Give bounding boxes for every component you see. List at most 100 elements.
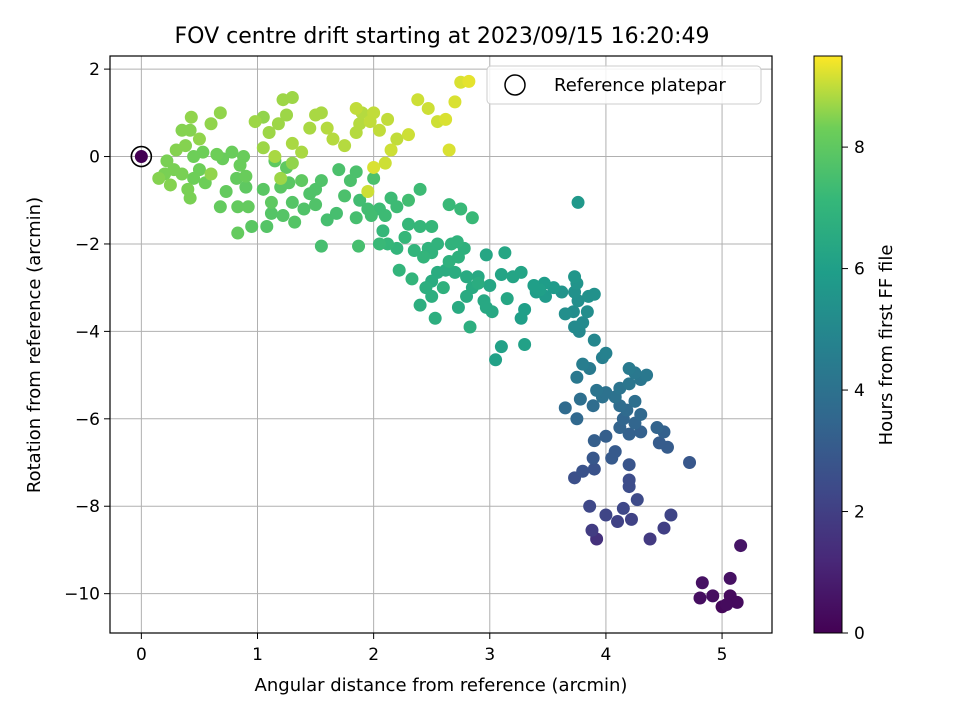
scatter-point bbox=[587, 333, 601, 347]
reference-point bbox=[134, 150, 148, 164]
scatter-point bbox=[405, 272, 419, 286]
scatter-point bbox=[390, 200, 404, 214]
scatter-point bbox=[622, 377, 636, 391]
scatter-point bbox=[465, 211, 479, 225]
colorbar-tick-label: 2 bbox=[854, 503, 865, 523]
x-tick-label: 1 bbox=[252, 645, 263, 665]
scatter-point bbox=[518, 338, 532, 351]
scatter-point bbox=[262, 125, 276, 139]
legend-marker bbox=[504, 74, 526, 96]
scatter-point bbox=[425, 219, 439, 233]
scatter-point bbox=[573, 392, 587, 406]
x-tick-label: 3 bbox=[484, 645, 495, 665]
plot-frame bbox=[109, 55, 773, 634]
scatter-point bbox=[448, 95, 462, 109]
colorbar bbox=[813, 55, 843, 634]
scatter-point bbox=[213, 106, 227, 120]
scatter-point bbox=[353, 117, 367, 131]
scatter-point bbox=[640, 368, 654, 382]
scatter-point bbox=[616, 501, 630, 515]
scatter-point bbox=[353, 193, 367, 207]
scatter-point bbox=[460, 270, 474, 284]
scatter-point bbox=[622, 458, 636, 472]
scatter-point bbox=[314, 106, 328, 120]
scatter-point bbox=[730, 595, 744, 609]
x-tick-label: 5 bbox=[717, 645, 728, 665]
scatter-point bbox=[693, 591, 707, 605]
scatter-point bbox=[338, 139, 352, 153]
scatter-point bbox=[622, 427, 636, 441]
scatter-point bbox=[622, 473, 636, 487]
scatter-point bbox=[571, 195, 585, 209]
scatter-point bbox=[657, 521, 671, 535]
scatter-point bbox=[285, 156, 299, 170]
scatter-point bbox=[494, 340, 508, 354]
scatter-point bbox=[303, 121, 317, 135]
scatter-point bbox=[576, 357, 590, 371]
colorbar-tick-label: 6 bbox=[854, 260, 865, 280]
scatter-point bbox=[500, 292, 514, 306]
scatter-point bbox=[184, 110, 198, 124]
scatter-point bbox=[288, 215, 302, 229]
reference-marker bbox=[130, 145, 153, 168]
scatter-point bbox=[295, 145, 309, 159]
y-tick-label: 0 bbox=[89, 148, 100, 168]
scatter-point bbox=[413, 219, 427, 233]
scatter-point bbox=[329, 206, 343, 220]
scatter-point bbox=[514, 311, 528, 325]
scatter-point bbox=[239, 169, 253, 183]
chart-title: FOV centre drift starting at 2023/09/15 … bbox=[175, 24, 710, 49]
scatter-point bbox=[264, 195, 278, 209]
scatter-point bbox=[367, 160, 381, 174]
scatter-point bbox=[268, 150, 282, 164]
scatter-point bbox=[352, 239, 366, 253]
scatter-point bbox=[590, 383, 604, 397]
scatter-point bbox=[349, 101, 363, 115]
colorbar-ticks: 0 2 4 6 8 bbox=[842, 138, 865, 644]
scatter-point bbox=[256, 141, 270, 155]
scatter-point bbox=[570, 412, 584, 426]
scatter-point bbox=[533, 283, 547, 297]
scatter-point bbox=[204, 117, 218, 131]
scatter-point bbox=[213, 200, 227, 214]
scatter-point bbox=[183, 123, 197, 137]
x-axis-label: Angular distance from reference (arcmin) bbox=[255, 675, 628, 696]
scatter-point bbox=[421, 101, 435, 115]
scatter-point bbox=[630, 493, 644, 507]
scatter-point bbox=[576, 316, 590, 330]
y-tick-label: 2 bbox=[89, 60, 100, 80]
scatter-point bbox=[309, 198, 323, 212]
scatter-point bbox=[489, 353, 503, 367]
scatter-point bbox=[392, 263, 406, 277]
scatter-point bbox=[411, 93, 425, 107]
scatter-point bbox=[160, 154, 174, 168]
scatter-point bbox=[643, 532, 657, 546]
y-axis-label: Rotation from reference (arcmin) bbox=[24, 197, 45, 493]
scatter-point bbox=[479, 300, 493, 314]
scatter-point bbox=[611, 515, 625, 529]
y-tick-label: −4 bbox=[75, 322, 100, 342]
scatter-point bbox=[364, 209, 378, 223]
x-axis-ticks: 0 1 2 3 4 5 bbox=[136, 633, 728, 665]
scatter-point bbox=[349, 165, 363, 179]
scatter-point bbox=[599, 508, 613, 522]
scatter-point bbox=[280, 108, 294, 122]
scatter-point bbox=[326, 132, 340, 146]
scatter-point bbox=[439, 112, 453, 126]
legend-box bbox=[486, 65, 762, 105]
scatter-point bbox=[320, 121, 334, 135]
scatter-point bbox=[723, 571, 737, 585]
scatter-point bbox=[338, 189, 352, 203]
scatter-point bbox=[624, 512, 638, 526]
legend-entry: Reference platepar bbox=[554, 75, 726, 96]
scatter-point bbox=[407, 244, 421, 258]
scatter-point bbox=[225, 145, 239, 159]
scatter-point bbox=[163, 178, 177, 192]
scatter-point bbox=[413, 182, 427, 196]
colorbar-tick-label: 0 bbox=[854, 624, 865, 644]
scatter-point bbox=[498, 246, 512, 260]
scatter-point bbox=[372, 237, 386, 251]
scatter-point bbox=[401, 217, 415, 231]
scatter-point bbox=[599, 429, 613, 443]
scatter-point bbox=[152, 171, 166, 185]
